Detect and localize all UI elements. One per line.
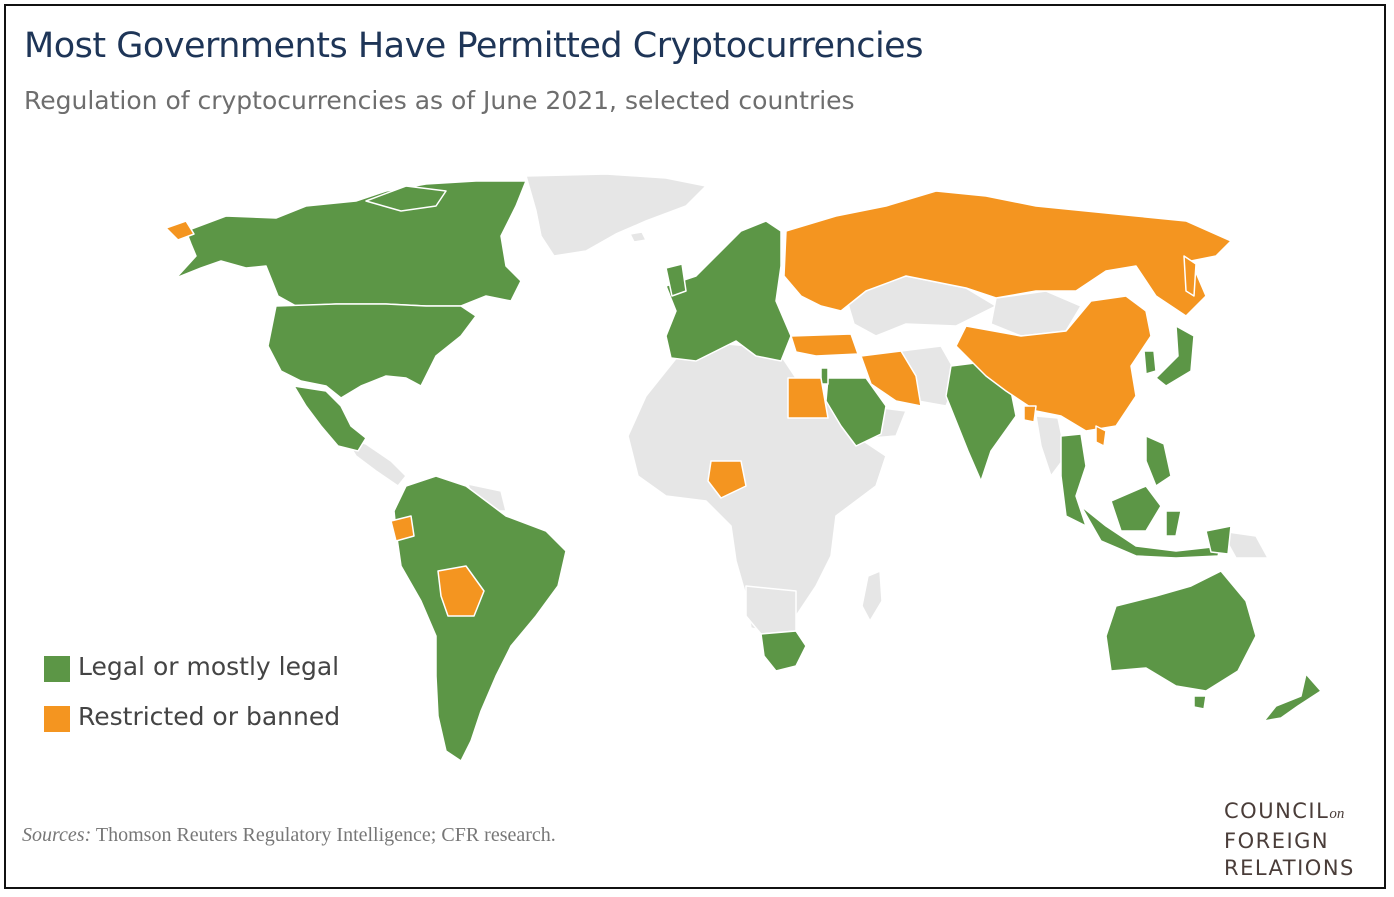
sources-label: Sources: [22,824,92,846]
page-subtitle: Regulation of cryptocurrencies as of Jun… [24,86,855,115]
south-africa [760,630,807,672]
china [955,295,1152,432]
logo-line-1: COUNCIL [1224,799,1330,823]
legend-label-legal: Legal or mostly legal [78,652,340,681]
legend-swatch-legal [44,656,70,682]
south-america [393,475,567,762]
borneo [1110,485,1162,532]
legal-regions [175,180,1322,762]
arctic-islands [365,185,447,212]
usa [267,303,477,399]
sources-note: Sources: Thomson Reuters Regulatory Inte… [22,824,556,847]
bolivia [437,565,485,617]
new-zealand [1263,673,1322,722]
madagascar [861,570,883,622]
svalbard [629,231,647,243]
papua [1220,530,1269,559]
chart-frame: Most Governments Have Permitted Cryptocu… [4,4,1386,889]
southeast-asia [1060,433,1087,527]
tasmania [1193,695,1207,710]
legend-swatch-restricted [44,706,70,732]
logo-line-3: RELATIONS [1224,856,1355,880]
sources-text: Thomson Reuters Regulatory Intelligence;… [95,824,556,846]
iceland [165,220,195,241]
world-map [165,173,1322,762]
philippines [1145,435,1172,487]
legend-label-restricted: Restricted or banned [78,702,341,731]
sakhalin [1183,255,1197,297]
cfr-logo: COUNCILon FOREIGN RELATIONS [1224,798,1355,882]
mexico [293,385,367,452]
sulawesi [1165,510,1182,537]
turkey [790,333,859,357]
vietnam [1095,425,1107,447]
europe [665,220,792,362]
saudi-arabia [825,377,887,447]
papua-east [1205,525,1232,555]
iran [860,350,922,407]
restricted-regions [165,190,1232,617]
logo-on: on [1329,806,1345,822]
greenland [525,173,707,257]
page-title: Most Governments Have Permitted Cryptocu… [24,26,923,66]
myanmar-laos [1035,415,1067,477]
bangladesh [1023,405,1037,423]
japan [1155,325,1195,387]
russia [783,190,1232,317]
australia [1105,570,1257,692]
south-korea [1143,350,1157,375]
nigeria [707,460,747,499]
egypt [787,377,829,419]
ecuador [390,515,415,542]
canada-alaska [175,180,527,307]
uk-ireland [665,263,687,297]
logo-line-2: FOREIGN [1224,829,1330,853]
